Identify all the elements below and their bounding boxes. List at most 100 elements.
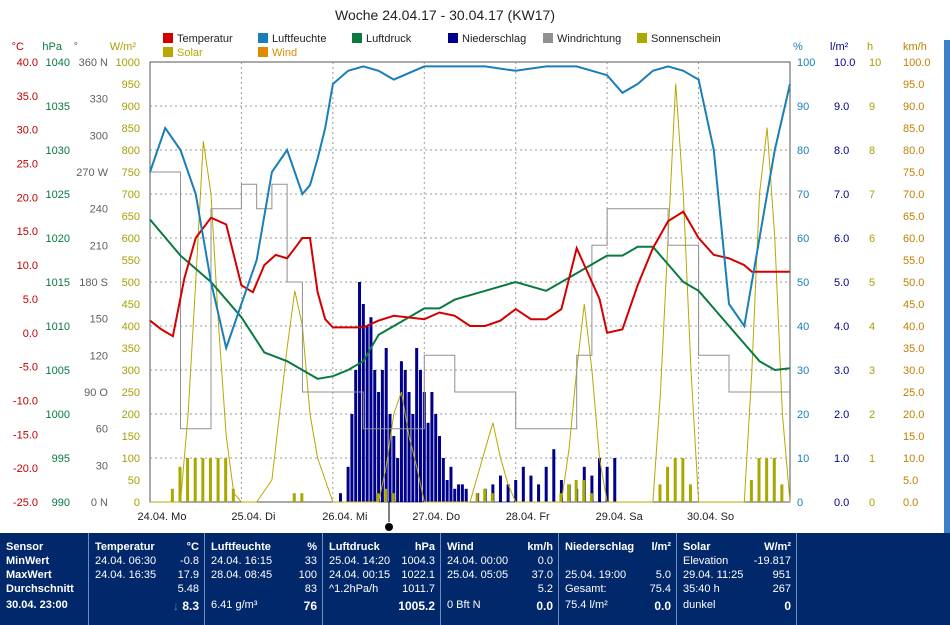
- solar-column: Solar W/m² Elevation -19.817 29.04. 11:25 9…: [676, 533, 797, 625]
- right-axis-tick: 7: [869, 189, 875, 201]
- precipitation-total: 75.4: [649, 583, 671, 595]
- left-axis-tick: 750: [122, 167, 140, 179]
- left-axis-tick: 0.0: [23, 328, 38, 340]
- right-axis-tick: 0: [869, 497, 875, 509]
- precipitation-bar: [384, 348, 388, 502]
- sunshine-bar: [749, 480, 753, 502]
- right-axis-tick: 3.0: [834, 365, 849, 377]
- left-axis-tick: 1000: [116, 57, 140, 69]
- precipitation-bar: [430, 392, 434, 502]
- right-axis-tick: 7.0: [834, 189, 849, 201]
- precipitation-bar: [346, 466, 350, 502]
- right-axis-unit: l/m²: [830, 41, 849, 53]
- wind-min-time: 24.04. 00:00: [447, 555, 509, 567]
- right-axis-tick: 75.0: [903, 167, 924, 179]
- sunshine-bar: [231, 488, 235, 502]
- sunshine-bar: [658, 484, 662, 502]
- legend-swatch: [163, 47, 173, 57]
- left-axis-tick: 400: [122, 321, 140, 333]
- left-axis-tick: 35.0: [17, 91, 38, 103]
- left-axis-tick: 600: [122, 233, 140, 245]
- right-axis-tick: 4.0: [834, 321, 849, 333]
- legend-swatch: [352, 33, 362, 43]
- sunshine-bar: [582, 480, 586, 502]
- legend-label: Niederschlag: [462, 33, 526, 45]
- right-axis-tick: 10.0: [834, 57, 855, 69]
- sunshine-bar: [300, 493, 304, 502]
- sunshine-bar: [170, 488, 174, 502]
- sunshine-bar: [475, 493, 479, 502]
- left-axis-tick: 1030: [46, 145, 70, 157]
- left-axis-tick: 1035: [46, 101, 70, 113]
- right-axis-tick: 10: [797, 453, 809, 465]
- left-axis-tick: 300: [122, 365, 140, 377]
- precipitation-bar: [537, 484, 541, 502]
- humidity-max-time: 28.04. 08:45: [211, 569, 273, 581]
- left-axis-tick: 60: [96, 424, 108, 436]
- sunshine-bar: [216, 458, 220, 502]
- temperature-column: Temperatur °C 24.04. 06:30 -0.8 24.04. 16:…: [88, 533, 205, 625]
- left-axis-tick: 20.0: [17, 192, 38, 204]
- right-axis-tick: 5: [869, 277, 875, 289]
- precipitation-bar: [457, 484, 461, 502]
- sunshine-bar: [559, 493, 563, 502]
- right-axes: %0102030405060708090100l/m²0.01.02.03.04…: [793, 41, 931, 509]
- wind-beaufort: 0 Bft N: [447, 599, 481, 611]
- left-axis-tick: 270 W: [76, 167, 108, 179]
- left-axis-tick: 350: [122, 343, 140, 355]
- precipitation-max-time: 25.04. 19:00: [565, 569, 627, 581]
- sunshine-bar: [772, 458, 776, 502]
- right-axis-tick: 35.0: [903, 343, 924, 355]
- sunshine-bar: [688, 484, 692, 502]
- chart-title: Woche 24.04.17 - 30.04.17 (KW17): [335, 7, 555, 23]
- left-axis-tick: 150: [122, 431, 140, 443]
- sunshine-bar: [574, 480, 578, 502]
- series-line-luftfeuchte: [149, 65, 791, 352]
- temperature-min: -0.8: [180, 555, 199, 567]
- x-axis-label: 29.04. Sa: [596, 511, 644, 523]
- left-axis-unit: °: [74, 41, 78, 53]
- wind-min: 0.0: [537, 555, 553, 567]
- precipitation-bar: [338, 493, 342, 502]
- left-axis-tick: 5.0: [23, 294, 38, 306]
- left-axis-unit: hPa: [42, 41, 62, 53]
- wind-max-time: 25.04. 05:05: [447, 569, 509, 581]
- legend-label: Luftfeuchte: [272, 33, 326, 45]
- wind-max: 37.0: [531, 569, 553, 581]
- pressure-column: Luftdruck hPa 25.04. 14:20 1004.3 24.04. 0…: [322, 533, 441, 625]
- left-axis-tick: -5.0: [19, 362, 38, 374]
- solar-hours: 35:40 h: [683, 583, 720, 595]
- sunshine-bar: [193, 458, 197, 502]
- trend-down-icon: ↓: [172, 599, 179, 613]
- pressure-avg: 1011.7: [402, 583, 435, 595]
- left-axis-tick: 40.0: [17, 57, 38, 69]
- left-axis-tick: 1000: [46, 409, 70, 421]
- sunshine-bar: [292, 493, 296, 502]
- sunshine-bar: [186, 458, 190, 502]
- left-axis-tick: 50: [128, 475, 140, 487]
- right-axis-tick: 60.0: [903, 233, 924, 245]
- sunshine-bar: [178, 466, 182, 502]
- precipitation-bar: [365, 326, 369, 502]
- legend-swatch: [637, 33, 647, 43]
- precipitation-unit: l/m²: [651, 541, 671, 553]
- left-axis-tick: 180 S: [79, 277, 108, 289]
- precipitation-bar: [388, 414, 392, 502]
- precipitation-bar: [354, 370, 358, 502]
- precipitation-bar: [392, 436, 396, 502]
- precipitation-bar: [438, 436, 442, 502]
- left-axes: °C -25.0 -20.0 -15.0 -10.0 -5.0 0.0 5.0 10.0 15.0…: [12, 41, 140, 509]
- right-axis-tick: 30.0: [903, 365, 924, 377]
- legend-label: Temperatur: [177, 33, 233, 45]
- solar-current: 0: [784, 599, 791, 613]
- precipitation-bar: [506, 484, 510, 502]
- precipitation-title: Niederschlag: [565, 541, 635, 553]
- right-axis-tick: 20: [797, 409, 809, 421]
- right-axis-tick: 50: [797, 277, 809, 289]
- legend: Temperatur Luftfeuchte Luftdruck Niederschl…: [163, 33, 721, 59]
- right-axis-tick: 95.0: [903, 79, 924, 91]
- sunshine-bar: [384, 488, 388, 502]
- stats-panel: Sensor MinWert MaxWert Durchschnitt 30.0…: [0, 533, 950, 625]
- right-axis-tick: 8: [869, 145, 875, 157]
- sunshine-bar: [208, 458, 212, 502]
